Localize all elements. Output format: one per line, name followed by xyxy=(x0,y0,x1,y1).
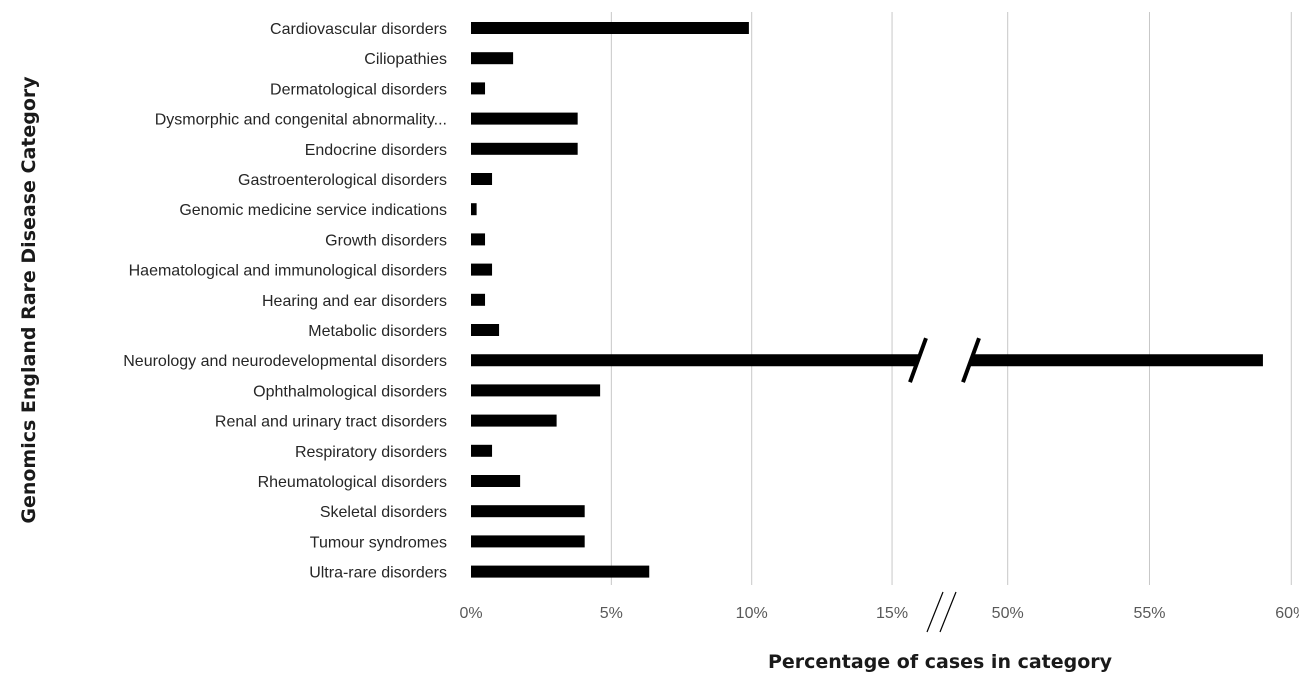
category-label: Tumour syndromes xyxy=(310,534,447,551)
x-axis-title: Percentage of cases in category xyxy=(768,651,1113,673)
bar xyxy=(471,354,919,367)
category-label: Haematological and immunological disorde… xyxy=(129,263,447,280)
category-label: Ciliopathies xyxy=(364,51,447,68)
bar xyxy=(471,324,500,336)
bar xyxy=(471,414,557,427)
bar xyxy=(471,384,601,397)
gridlines xyxy=(610,12,1292,585)
x-tick-label: 0% xyxy=(459,605,482,622)
bar xyxy=(471,505,585,518)
x-tick-label: 5% xyxy=(600,605,623,622)
category-label: Neurology and neurodevelopmental disorde… xyxy=(123,353,447,370)
x-tick-label: 60% xyxy=(1275,605,1299,622)
x-tick-label: 15% xyxy=(876,605,908,622)
bar xyxy=(471,565,650,578)
category-label: Endocrine disorders xyxy=(305,142,447,159)
bar xyxy=(471,263,493,276)
axis-break-mark xyxy=(926,591,944,633)
category-labels: Cardiovascular disorders Ciliopathies Derm… xyxy=(123,21,447,582)
tick-labels: 0% 5% 10% 15% 50% 55% 60% xyxy=(459,605,1299,622)
bar xyxy=(471,52,514,65)
bar xyxy=(471,82,486,95)
axis-break-mark xyxy=(939,591,957,633)
category-label: Rheumatological disorders xyxy=(258,474,447,491)
bar xyxy=(471,22,749,34)
bar xyxy=(471,203,477,216)
bar xyxy=(471,475,521,487)
category-label: Genomic medicine service indications xyxy=(179,202,447,219)
y-axis-title: Genomics England Rare Disease Category xyxy=(18,76,40,524)
x-tick-label: 55% xyxy=(1133,605,1165,622)
bar xyxy=(968,354,1263,367)
x-tick-label: 50% xyxy=(992,605,1024,622)
bar xyxy=(471,112,578,125)
x-tick-label: 10% xyxy=(736,605,768,622)
category-label: Ultra-rare disorders xyxy=(309,565,447,582)
category-label: Hearing and ear disorders xyxy=(262,293,447,310)
bars xyxy=(471,22,1263,578)
bar xyxy=(471,293,486,306)
bar xyxy=(471,173,493,185)
bar xyxy=(471,233,486,246)
bar-break-slash xyxy=(961,337,981,383)
axis-break-marks xyxy=(908,337,981,633)
category-label: Ophthalmological disorders xyxy=(253,383,447,400)
bar xyxy=(471,535,585,548)
category-label: Gastroenterological disorders xyxy=(238,172,447,189)
category-label: Dermatological disorders xyxy=(270,81,447,98)
category-label: Skeletal disorders xyxy=(320,504,447,521)
category-label: Renal and urinary tract disorders xyxy=(215,414,447,431)
category-label: Metabolic disorders xyxy=(308,323,447,340)
category-label: Cardiovascular disorders xyxy=(270,21,447,38)
category-label: Growth disorders xyxy=(325,232,447,249)
category-label: Dysmorphic and congenital abnormality... xyxy=(155,112,447,129)
bar xyxy=(471,142,578,155)
category-label: Respiratory disorders xyxy=(295,444,447,461)
bar-break-slash xyxy=(908,337,928,383)
bar xyxy=(471,444,493,457)
